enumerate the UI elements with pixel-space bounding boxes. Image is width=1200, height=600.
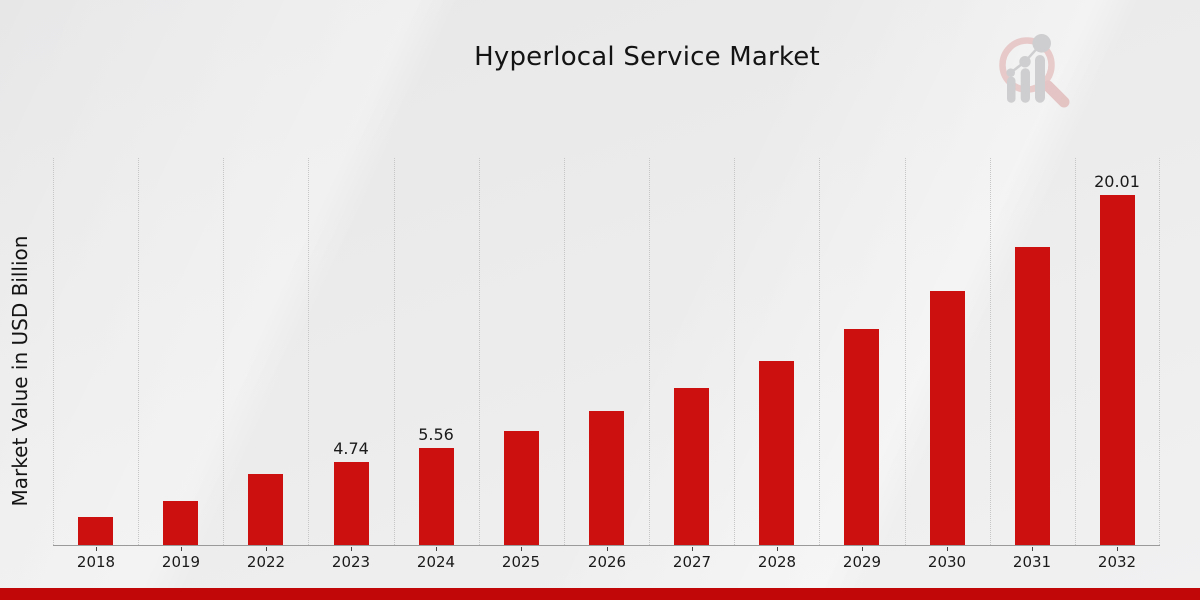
category-gridline	[308, 158, 309, 545]
category-gridline	[223, 158, 224, 545]
x-tick-label-2030: 2030	[927, 553, 967, 571]
bar-2018	[78, 517, 113, 545]
x-axis-tick	[266, 547, 267, 551]
bar-2027	[674, 388, 709, 545]
x-tick-label-2032: 2032	[1097, 553, 1137, 571]
bar-value-label-2023: 4.74	[333, 439, 369, 458]
x-tick-label-2024: 2024	[416, 553, 456, 571]
chart-title: Hyperlocal Service Market	[474, 42, 820, 72]
x-axis-tick	[947, 547, 948, 551]
category-gridline	[905, 158, 906, 545]
x-tick-label-2026: 2026	[587, 553, 627, 571]
y-axis-label: Market Value in USD Billion	[8, 235, 32, 507]
category-gridline	[479, 158, 480, 545]
x-axis-tick	[777, 547, 778, 551]
bar-2022	[248, 474, 283, 545]
x-tick-label-2018: 2018	[76, 553, 116, 571]
bar-value-label-2032: 20.01	[1094, 172, 1140, 191]
x-tick-label-2028: 2028	[757, 553, 797, 571]
x-axis-tick	[96, 547, 97, 551]
bar-2026	[589, 411, 624, 545]
x-axis-tick	[1117, 547, 1118, 551]
bar-2024	[419, 448, 454, 545]
bar-2023	[334, 462, 369, 545]
x-tick-label-2019: 2019	[161, 553, 201, 571]
x-axis-tick	[607, 547, 608, 551]
x-axis-tick	[692, 547, 693, 551]
footer-accent-bar	[0, 588, 1200, 600]
x-tick-label-2029: 2029	[842, 553, 882, 571]
bar-2032	[1100, 195, 1135, 545]
x-axis-tick	[351, 547, 352, 551]
x-axis-tick	[521, 547, 522, 551]
bar-value-label-2024: 5.56	[418, 425, 454, 444]
x-tick-label-2025: 2025	[501, 553, 541, 571]
category-gridline	[53, 158, 54, 545]
category-gridline	[1159, 158, 1160, 545]
category-gridline	[564, 158, 565, 545]
x-tick-label-2031: 2031	[1012, 553, 1052, 571]
category-gridline	[734, 158, 735, 545]
bar-2029	[844, 329, 879, 545]
x-axis: 2018 2019 2022 2023 2024 2025 2026 2027 2028 2029…	[53, 547, 1160, 581]
x-axis-tick	[1032, 547, 1033, 551]
bar-2030	[930, 291, 965, 545]
x-axis-tick	[436, 547, 437, 551]
category-gridline	[394, 158, 395, 545]
bar-2028	[759, 361, 794, 545]
category-gridline	[990, 158, 991, 545]
bar-2019	[163, 501, 198, 545]
x-axis-tick	[181, 547, 182, 551]
x-tick-label-2027: 2027	[672, 553, 712, 571]
bar-2025	[504, 431, 539, 545]
category-gridline	[819, 158, 820, 545]
magnifier-chart-logo-icon	[999, 34, 1070, 108]
x-tick-label-2023: 2023	[331, 553, 371, 571]
x-axis-tick	[862, 547, 863, 551]
plot-area: 4.74 5.56 20.01	[53, 158, 1160, 546]
category-gridline	[138, 158, 139, 545]
category-gridline	[1075, 158, 1076, 545]
category-gridline	[649, 158, 650, 545]
x-tick-label-2022: 2022	[246, 553, 286, 571]
bar-2031	[1015, 247, 1050, 545]
